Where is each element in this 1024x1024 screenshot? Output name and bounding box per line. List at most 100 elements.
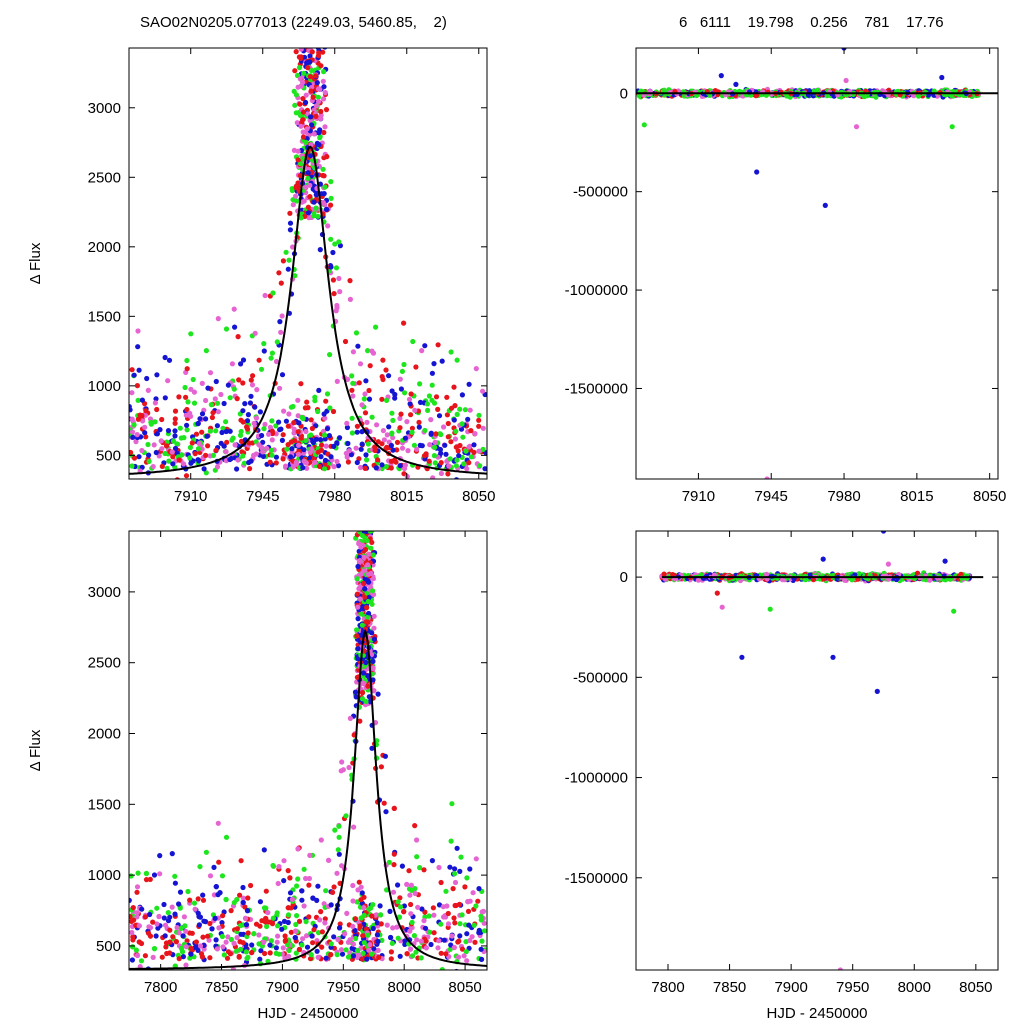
point-magenta (154, 921, 160, 927)
point-blue (279, 926, 285, 932)
point-blue (203, 919, 209, 925)
point-magenta (322, 202, 328, 208)
point-magenta (361, 680, 367, 687)
point-green (324, 391, 331, 397)
point-green (291, 88, 297, 94)
point-blue (358, 446, 364, 452)
point-green (313, 205, 319, 211)
point-green (148, 419, 154, 425)
point-green (431, 453, 437, 459)
point-magenta (207, 370, 214, 376)
point-green (177, 425, 183, 431)
point-magenta (183, 928, 189, 934)
point-blue (258, 948, 264, 954)
point-magenta (407, 928, 413, 934)
point-green (292, 102, 298, 108)
point-magenta (359, 402, 365, 408)
point-green (336, 823, 342, 829)
point-magenta (273, 358, 280, 365)
point-magenta (331, 464, 337, 470)
x-tick-label: 7945 (246, 488, 279, 505)
x-tick-label: 7980 (318, 488, 351, 505)
point-blue (162, 354, 168, 361)
point-magenta (342, 931, 348, 937)
point-blue (309, 122, 315, 128)
point-green (131, 422, 137, 428)
point-green (369, 588, 376, 594)
point-green (468, 454, 474, 460)
point-blue (331, 934, 337, 940)
point-green (413, 949, 419, 955)
point-magenta (275, 933, 281, 939)
point-green (256, 941, 262, 947)
point-magenta (397, 415, 403, 421)
point-magenta (446, 463, 452, 469)
point-magenta (325, 223, 331, 229)
point-blue (165, 428, 172, 434)
point-red (173, 939, 179, 945)
point-magenta (344, 910, 350, 917)
point-blue (352, 689, 359, 695)
point-magenta (191, 389, 197, 395)
point-blue (161, 901, 167, 908)
outlier-point (880, 531, 887, 534)
point-red (375, 439, 381, 445)
point-magenta (436, 938, 442, 944)
point-red (383, 367, 389, 373)
point-blue (176, 901, 182, 907)
point-red (293, 49, 299, 55)
point-blue (142, 430, 148, 436)
point-blue (257, 899, 263, 905)
point-blue (240, 357, 247, 363)
point-magenta (390, 889, 397, 895)
point-red (176, 394, 182, 400)
point-blue (316, 387, 322, 393)
point-red (247, 466, 253, 472)
point-magenta (322, 124, 328, 130)
point-red (357, 923, 363, 929)
y-tick-label: -1500000 (565, 380, 628, 397)
point-blue (419, 906, 425, 912)
point-red (404, 951, 410, 957)
point-red (282, 938, 288, 944)
point-red (433, 431, 439, 437)
point-blue (188, 460, 194, 466)
point-magenta (242, 915, 249, 922)
point-blue (370, 519, 375, 524)
point-red (130, 905, 136, 911)
point-magenta (344, 420, 350, 426)
point-green (320, 166, 326, 172)
point-blue (180, 933, 186, 939)
y-tick-label: -500000 (573, 669, 628, 686)
point-green (461, 461, 467, 467)
point-green (824, 93, 830, 99)
point-red (143, 877, 150, 883)
point-red (306, 882, 312, 888)
point-magenta (371, 688, 377, 694)
point-green (395, 899, 401, 905)
point-magenta (192, 906, 198, 912)
point-red (300, 42, 305, 47)
outlier-point (641, 122, 647, 128)
point-green (343, 947, 349, 953)
point-red (184, 973, 189, 978)
point-blue (328, 902, 334, 908)
point-magenta (129, 429, 136, 435)
point-magenta (295, 397, 301, 403)
point-green (152, 1016, 157, 1021)
point-red (209, 414, 215, 421)
point-magenta (231, 306, 237, 312)
point-green (244, 955, 250, 962)
point-magenta (480, 425, 486, 431)
panel-bottom-right: 7800 7850 7900 7950 8000 80500-500000-1000000… (565, 530, 999, 1022)
point-blue (232, 324, 238, 330)
point-green (418, 955, 424, 961)
point-magenta (183, 944, 189, 950)
point-green (480, 446, 486, 452)
point-green (459, 421, 465, 427)
point-magenta (223, 449, 229, 455)
point-blue (162, 933, 168, 939)
point-blue (360, 670, 367, 676)
point-green (417, 865, 423, 871)
point-magenta (165, 378, 171, 384)
